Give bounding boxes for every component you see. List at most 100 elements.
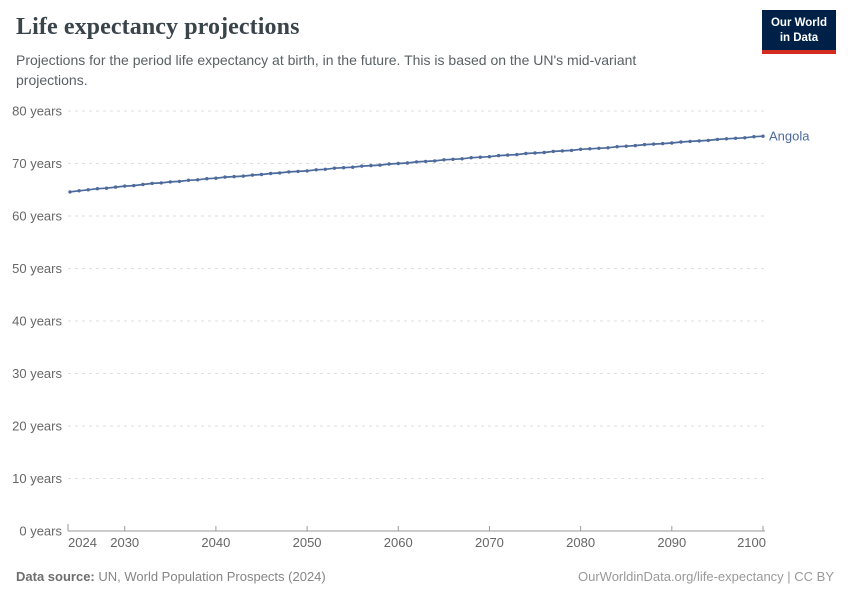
data-point[interactable]: [578, 147, 583, 151]
page-title: Life expectancy projections: [16, 14, 300, 40]
y-axis-tick-label: 60 years: [12, 209, 62, 224]
series-line-angola[interactable]: [69, 135, 764, 193]
x-axis-tick-label: 2040: [201, 535, 230, 550]
data-point[interactable]: [351, 165, 355, 169]
data-source-label: Data source:: [16, 569, 95, 584]
data-point[interactable]: [487, 155, 492, 159]
x-axis-tick-label: 2030: [110, 535, 139, 550]
data-point[interactable]: [606, 146, 610, 150]
data-point[interactable]: [314, 168, 318, 172]
data-point[interactable]: [733, 136, 738, 140]
data-point[interactable]: [743, 136, 747, 140]
data-point[interactable]: [560, 149, 565, 153]
x-axis-tick-label: 2090: [657, 535, 686, 550]
x-axis-tick-label: 2024: [68, 535, 97, 550]
data-point[interactable]: [423, 159, 428, 164]
data-point[interactable]: [296, 169, 300, 174]
data-point[interactable]: [77, 189, 81, 193]
y-axis-tick-label: 0 years: [19, 524, 62, 539]
data-point[interactable]: [414, 160, 419, 164]
data-point[interactable]: [633, 143, 637, 148]
owid-logo-line1: Our World: [770, 17, 827, 29]
y-axis-tick-label: 20 years: [12, 419, 62, 434]
data-point[interactable]: [624, 144, 628, 148]
y-axis-tick-label: 50 years: [12, 261, 62, 276]
data-point[interactable]: [469, 156, 473, 160]
data-point[interactable]: [679, 140, 683, 144]
data-point[interactable]: [542, 150, 546, 155]
data-point[interactable]: [141, 182, 145, 187]
data-point[interactable]: [150, 181, 154, 186]
data-point[interactable]: [405, 161, 410, 165]
data-point[interactable]: [697, 139, 701, 143]
data-point[interactable]: [305, 169, 309, 173]
data-point[interactable]: [715, 137, 720, 142]
data-point[interactable]: [186, 178, 191, 182]
y-axis-tick-label: 10 years: [12, 471, 62, 486]
data-point[interactable]: [287, 170, 291, 174]
series-entity-label[interactable]: Angola: [769, 129, 810, 144]
data-point[interactable]: [451, 157, 455, 161]
data-point[interactable]: [661, 141, 665, 146]
data-point[interactable]: [159, 181, 163, 185]
data-point[interactable]: [433, 159, 437, 163]
data-point[interactable]: [506, 153, 510, 157]
data-point[interactable]: [597, 146, 601, 150]
data-point[interactable]: [123, 184, 127, 188]
data-point[interactable]: [196, 178, 200, 182]
data-point[interactable]: [706, 138, 710, 143]
data-point[interactable]: [478, 155, 482, 159]
data-point[interactable]: [259, 172, 264, 177]
data-point[interactable]: [752, 135, 756, 139]
data-point[interactable]: [569, 148, 574, 153]
data-point[interactable]: [651, 142, 656, 146]
x-axis-tick-label: 2060: [384, 535, 413, 550]
data-point[interactable]: [533, 151, 537, 155]
chart-subtitle: Projections for the period life expectan…: [16, 52, 637, 89]
data-point[interactable]: [460, 157, 464, 161]
data-point[interactable]: [168, 180, 172, 184]
data-point[interactable]: [496, 153, 501, 158]
data-source: Data source: UN, World Population Prospe…: [16, 569, 326, 584]
data-point[interactable]: [442, 158, 446, 162]
data-point[interactable]: [670, 141, 674, 145]
data-point[interactable]: [515, 152, 519, 157]
footer-link[interactable]: OurWorldinData.org/life-expectancy | CC …: [577, 569, 834, 584]
y-axis-tick-label: 80 years: [12, 104, 62, 119]
data-point[interactable]: [214, 176, 218, 180]
data-point[interactable]: [177, 179, 182, 184]
data-point[interactable]: [223, 175, 227, 179]
data-point[interactable]: [360, 164, 364, 168]
data-point[interactable]: [68, 190, 72, 194]
data-point[interactable]: [378, 163, 382, 167]
data-point[interactable]: [95, 187, 100, 191]
data-point[interactable]: [588, 147, 592, 151]
data-point[interactable]: [551, 149, 555, 154]
data-point[interactable]: [761, 134, 765, 138]
data-point[interactable]: [396, 161, 400, 166]
data-point[interactable]: [232, 174, 236, 179]
data-point[interactable]: [250, 173, 255, 177]
data-point[interactable]: [524, 151, 528, 156]
data-point[interactable]: [323, 167, 327, 171]
data-point[interactable]: [278, 171, 282, 175]
data-point[interactable]: [86, 188, 90, 192]
data-point[interactable]: [642, 142, 647, 147]
chart-footer: Data source: UN, World Population Prospe…: [16, 569, 834, 584]
data-point[interactable]: [332, 166, 337, 170]
owid-logo: Our World in Data: [761, 10, 836, 54]
data-point[interactable]: [268, 171, 273, 176]
data-point[interactable]: [241, 174, 245, 178]
data-point[interactable]: [205, 177, 209, 181]
data-point[interactable]: [387, 162, 391, 166]
data-point[interactable]: [113, 185, 118, 189]
data-point[interactable]: [132, 183, 136, 188]
data-point[interactable]: [104, 186, 109, 190]
data-point[interactable]: [724, 137, 729, 141]
data-point[interactable]: [688, 139, 692, 144]
data-point[interactable]: [369, 163, 373, 168]
data-point[interactable]: [615, 145, 619, 149]
data-point[interactable]: [341, 166, 346, 170]
